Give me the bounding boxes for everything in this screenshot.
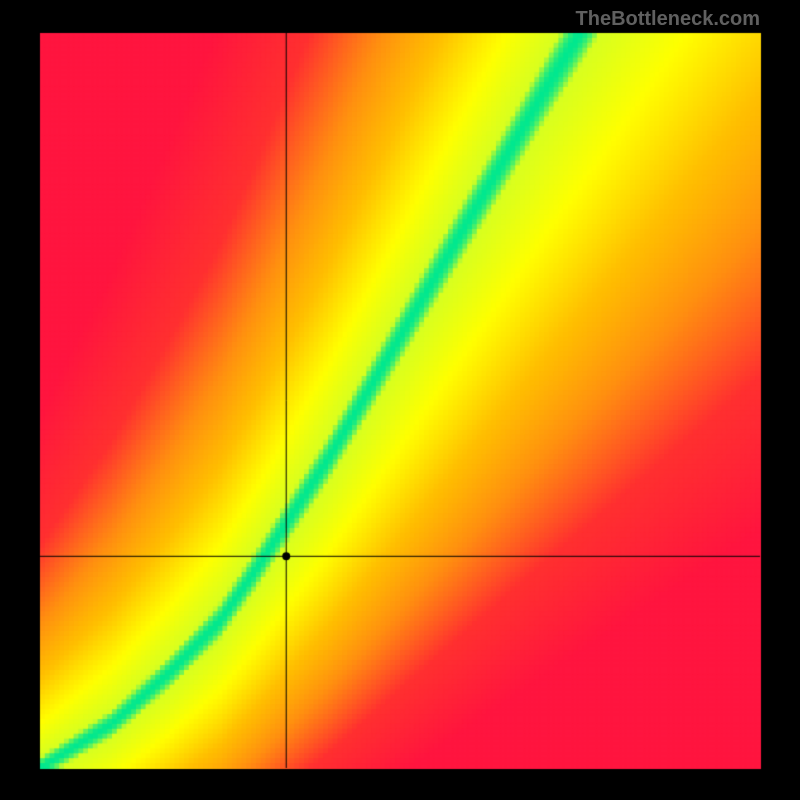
chart-container: TheBottleneck.com bbox=[0, 0, 800, 800]
heatmap-canvas bbox=[0, 0, 800, 800]
watermark-text: TheBottleneck.com bbox=[576, 8, 760, 31]
